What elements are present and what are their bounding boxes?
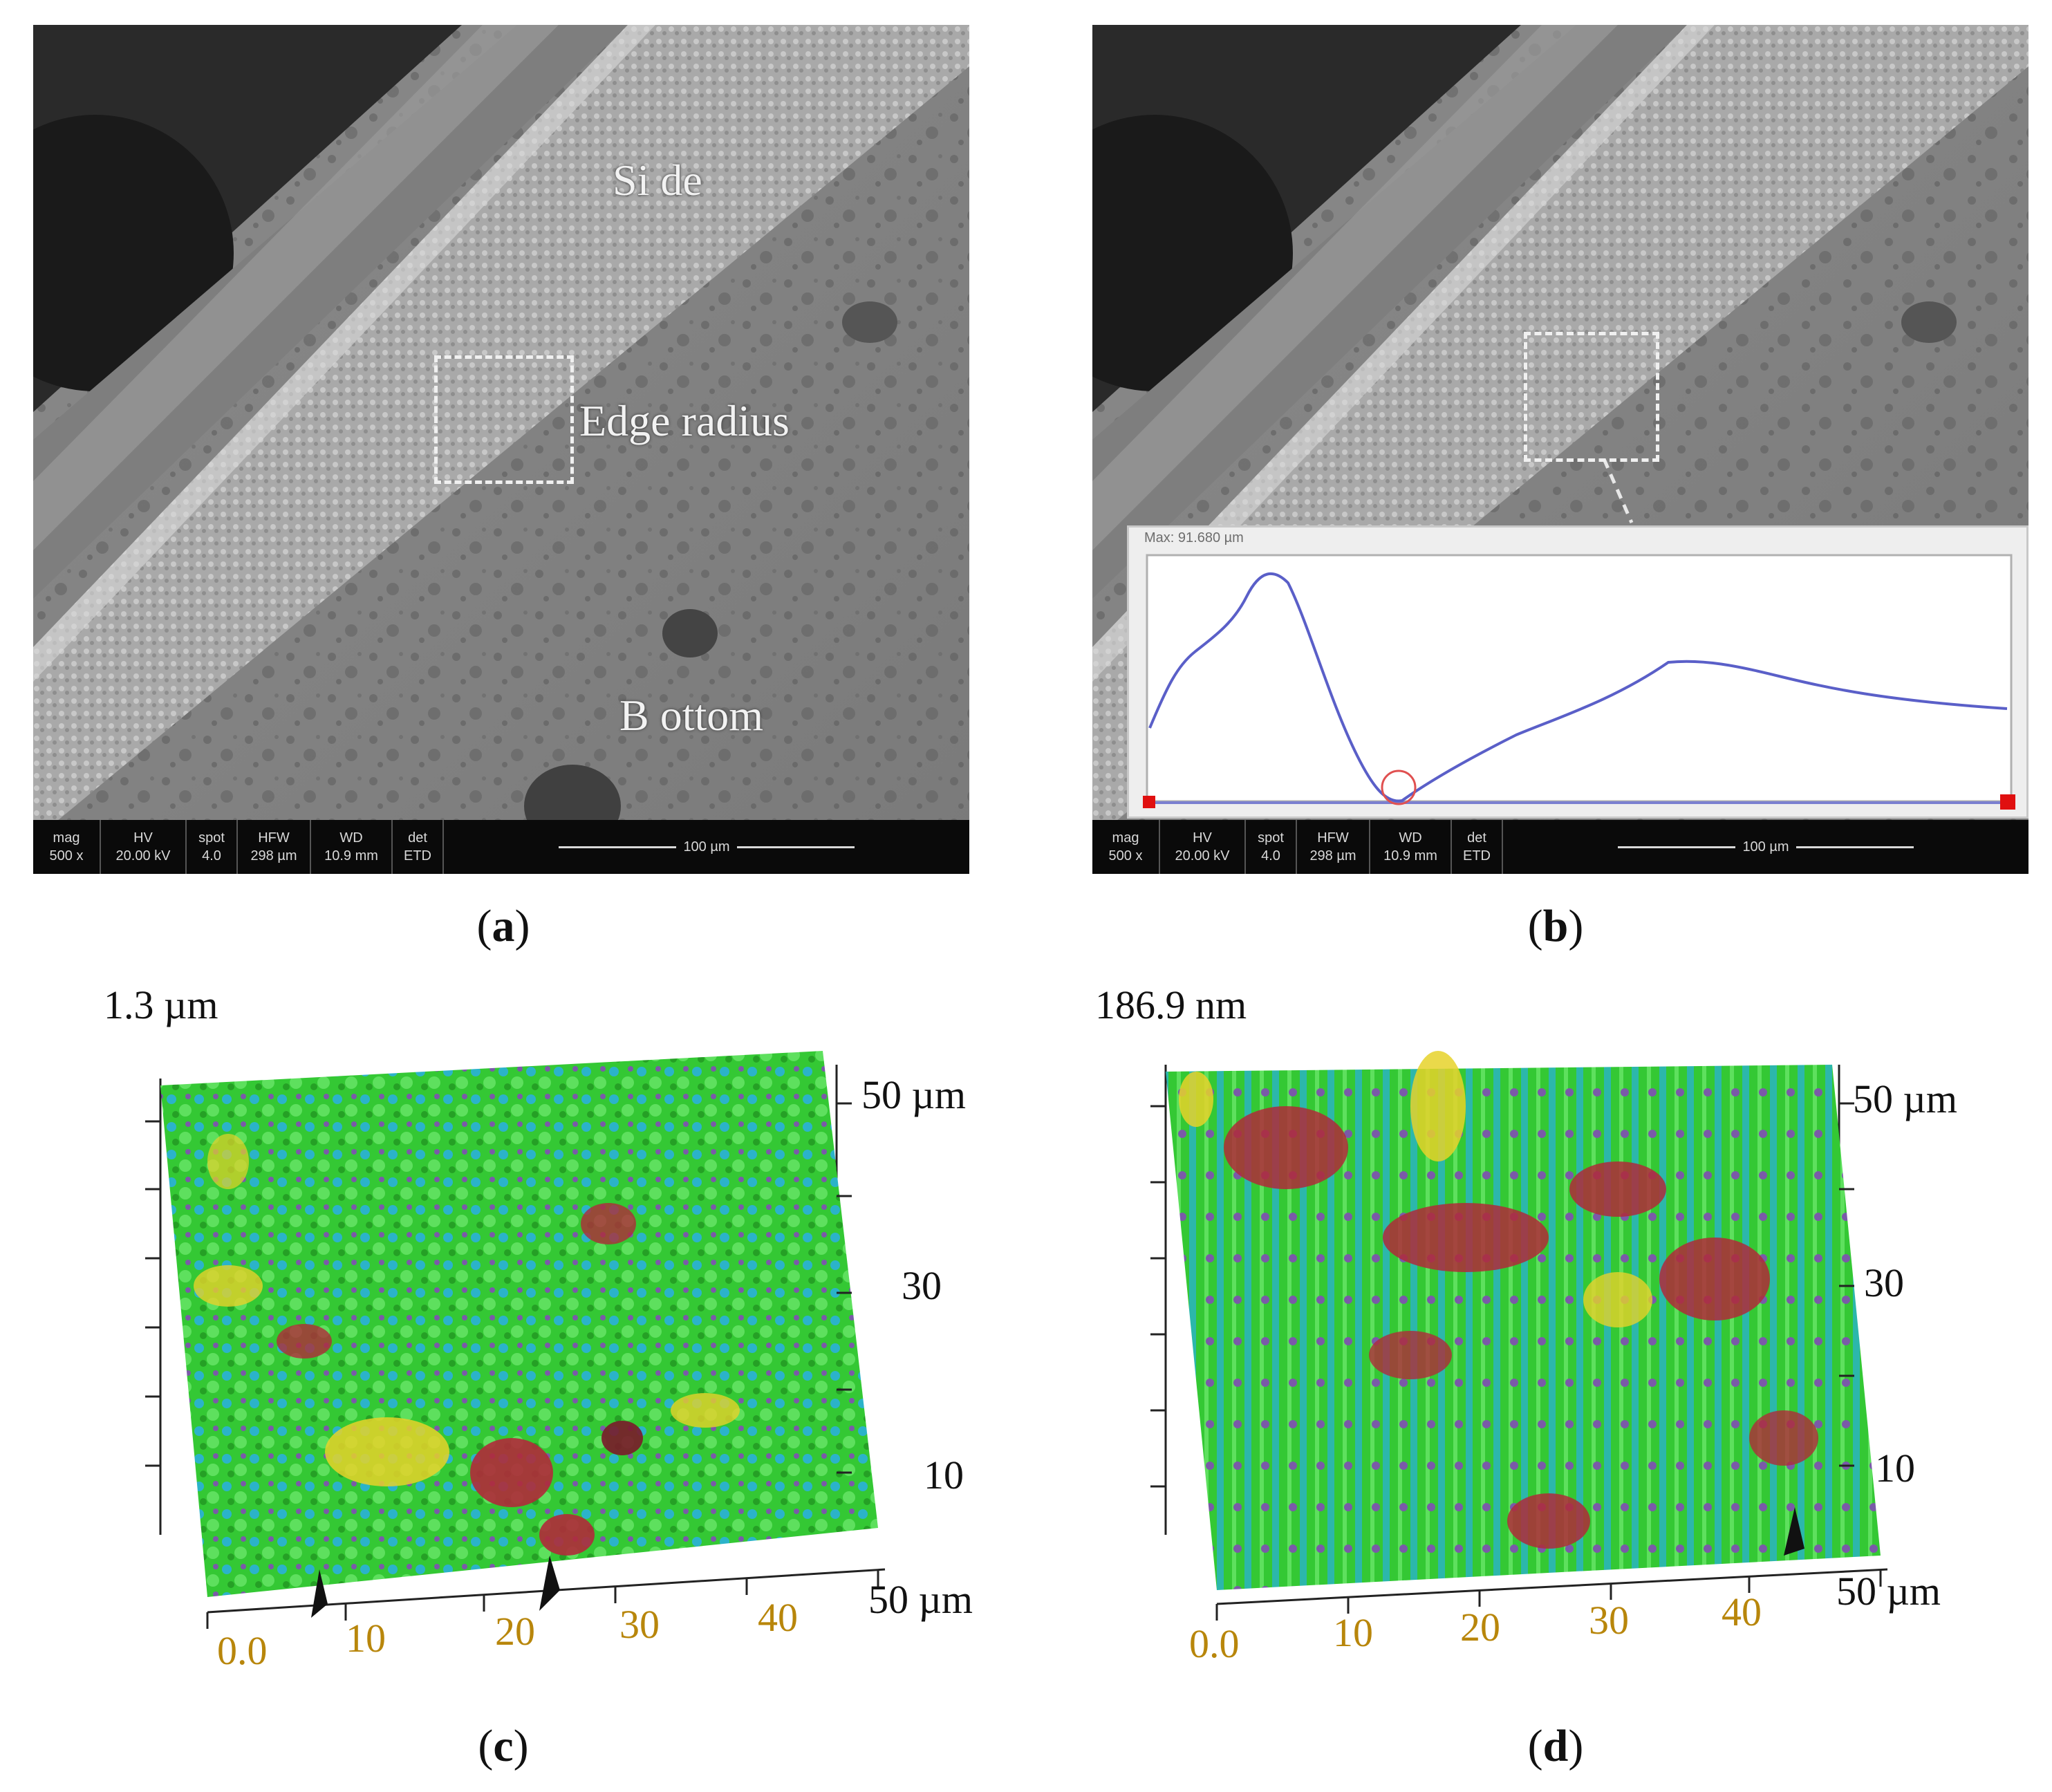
sem-infobar-b: mag 500 x HV 20.00 kV spot 4.0 HFW 298 µm WD… (1092, 820, 2028, 874)
sem-image-b: Max: 91.680 µm mag 500 x HV 20.00 kV spot 4… (1092, 25, 2028, 874)
afm-d-x-tick-50: 50 µm (1836, 1569, 1941, 1614)
info-spot-b: spot 4.0 (1246, 820, 1297, 874)
afm-d-y-tick-50: 50 µm (1853, 1076, 1958, 1121)
afm-c-x-tick-0: 0.0 (217, 1628, 268, 1673)
afm-c-x-tick-20: 20 (495, 1609, 535, 1654)
profile-left-handle[interactable] (1143, 796, 1155, 808)
afm-d-y-tick-10: 10 (1875, 1446, 1915, 1491)
sem-image-a: Si de Edge radius B ottom mag 500 x HV 20.… (33, 25, 969, 874)
afm-surface-c (145, 1051, 886, 1629)
edge-radius-box (434, 355, 574, 484)
info-scale-b: 100 µm (1503, 820, 2028, 874)
caption-d: (d) (1527, 1721, 1584, 1771)
info-mag: mag 500 x (33, 820, 101, 874)
info-hfw-b: HFW 298 µm (1297, 820, 1370, 874)
info-det-b: det ETD (1452, 820, 1503, 874)
info-wd-b: WD 10.9 mm (1370, 820, 1452, 874)
afm-d-x-tick-40: 40 (1722, 1589, 1762, 1634)
afm-c-x-tick-50: 50 µm (868, 1577, 973, 1622)
info-hv-b: HV 20.00 kV (1160, 820, 1246, 874)
afm-c-x-tick-30: 30 (619, 1602, 660, 1647)
afm-surface-d (1150, 1051, 1888, 1621)
label-side: Si de (613, 156, 702, 205)
afm-zmax-d: 186.9 nm (1095, 982, 1247, 1027)
afm-panel-c: 1.3 µm 50 µm 30 10 0.0 10 20 30 40 50 µm (0, 982, 1023, 1715)
afm-panel-d: 186.9 nm 50 µm 30 10 0.0 10 20 30 40 50 … (1023, 982, 2052, 1715)
caption-c: (c) (478, 1721, 529, 1771)
info-hv: HV 20.00 kV (101, 820, 187, 874)
info-scale: 100 µm (444, 820, 969, 874)
afm-zmax-c: 1.3 µm (104, 982, 218, 1027)
afm-d-y-tick-30: 30 (1864, 1260, 1904, 1305)
info-det: det ETD (393, 820, 444, 874)
profile-plot (1143, 554, 2015, 810)
afm-d-x-tick-10: 10 (1333, 1610, 1373, 1655)
afm-c-x-tick-10: 10 (346, 1616, 386, 1661)
sem-infobar-a: mag 500 x HV 20.00 kV spot 4.0 HFW 298 µm WD… (33, 820, 969, 874)
profile-panel: Max: 91.680 µm (1127, 525, 2028, 819)
afm-c-y-tick-50: 50 µm (861, 1072, 967, 1117)
profile-line (1148, 572, 2008, 803)
edge-radius-box-b (1524, 332, 1659, 462)
afm-d-x-tick-0: 0.0 (1189, 1621, 1240, 1666)
profile-right-handle[interactable] (2000, 794, 2015, 810)
label-bottom: B ottom (619, 691, 764, 740)
afm-c-y-tick-10: 10 (924, 1453, 964, 1497)
caption-a: (a) (476, 901, 530, 951)
profile-max-label: Max: 91.680 µm (1144, 530, 1244, 545)
info-spot: spot 4.0 (187, 820, 238, 874)
sem-micrograph-a (33, 25, 969, 874)
label-edge-radius: Edge radius (579, 396, 790, 445)
afm-c-y-tick-30: 30 (902, 1263, 942, 1308)
afm-d-x-tick-30: 30 (1589, 1598, 1629, 1643)
afm-d-x-tick-20: 20 (1460, 1605, 1500, 1650)
profile-min-marker (1381, 769, 1417, 805)
info-hfw: HFW 298 µm (238, 820, 311, 874)
afm-c-x-tick-40: 40 (758, 1595, 798, 1640)
info-wd: WD 10.9 mm (311, 820, 393, 874)
profile-plot-area (1146, 554, 2013, 803)
info-mag-b: mag 500 x (1092, 820, 1160, 874)
caption-b: (b) (1527, 901, 1584, 951)
